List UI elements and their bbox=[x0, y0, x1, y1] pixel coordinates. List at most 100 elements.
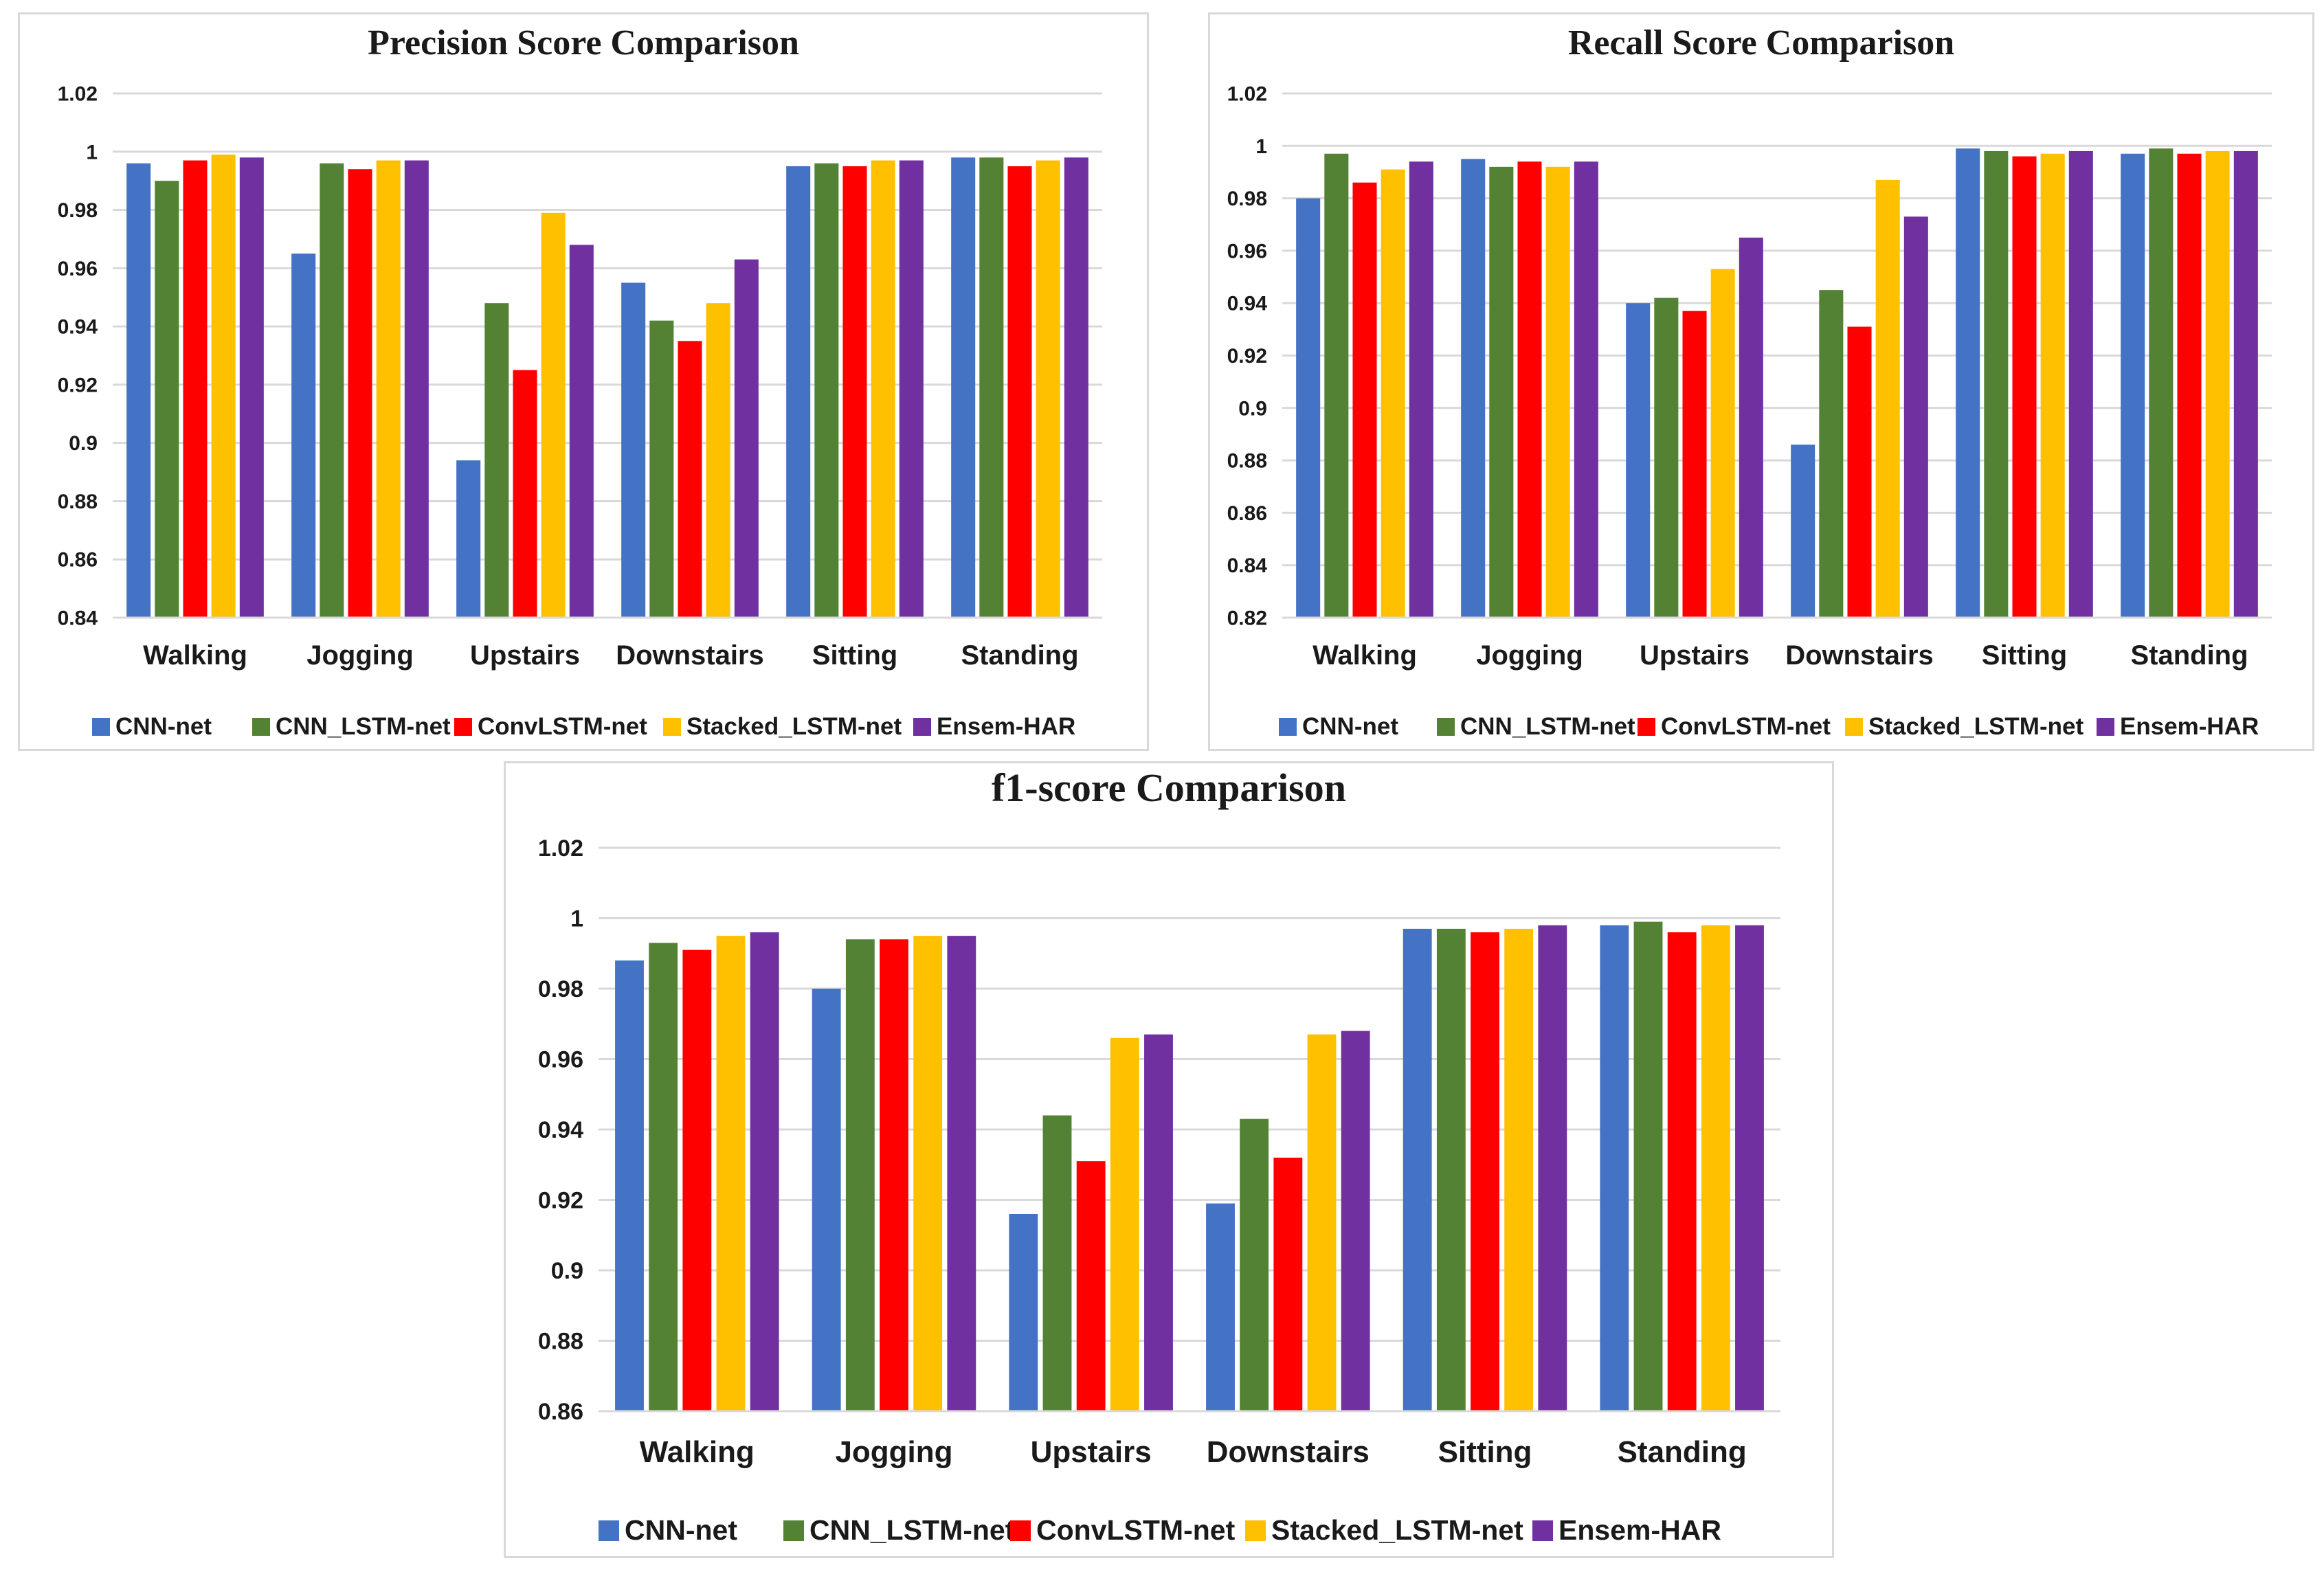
f1-bar-stacked-lstm-net-jogging bbox=[913, 936, 943, 1411]
f1-bar-ensem-har-upstairs bbox=[1144, 1034, 1173, 1411]
recall-legend-label: CNN_LSTM-net bbox=[1460, 713, 1635, 740]
recall-legend-swatch-convlstm-net bbox=[1638, 718, 1655, 736]
precision-bar-stacked-lstm-net-walking bbox=[211, 155, 236, 618]
recall-legend-swatch-ensem-har bbox=[2097, 718, 2114, 736]
f1-legend-swatch-cnn-net bbox=[599, 1520, 619, 1541]
f1-legend-label: Stacked_LSTM-net bbox=[1271, 1514, 1523, 1546]
f1-bar-convlstm-net-walking bbox=[682, 949, 712, 1411]
recall-y-tick-label: 0.88 bbox=[1227, 450, 1267, 473]
precision-category-label: Upstairs bbox=[470, 640, 580, 671]
recall-bar-stacked-lstm-net-sitting bbox=[2040, 153, 2065, 618]
precision-bar-cnn-net-standing bbox=[951, 157, 976, 618]
precision-bar-convlstm-net-sitting bbox=[842, 166, 867, 618]
f1-bar-cnn-net-walking bbox=[615, 960, 644, 1411]
f1-bar-ensem-har-jogging bbox=[947, 936, 976, 1411]
recall-y-tick-label: 1.02 bbox=[1227, 83, 1267, 106]
f1-chart-title: f1-score Comparison bbox=[992, 765, 1346, 810]
precision-bar-stacked-lstm-net-downstairs bbox=[706, 303, 730, 618]
precision-chart: Precision Score Comparison 0.84 0.86 0.88 0.… bbox=[58, 23, 1102, 740]
f1-y-tick-label: 0.86 bbox=[538, 1399, 583, 1425]
f1-bar-convlstm-net-downstairs bbox=[1273, 1158, 1303, 1411]
precision-category-label: Jogging bbox=[306, 640, 414, 671]
precision-bar-cnn-net-sitting bbox=[786, 166, 811, 618]
recall-bar-stacked-lstm-net-standing bbox=[2205, 150, 2230, 618]
f1-legend-swatch-convlstm-net bbox=[1010, 1520, 1031, 1541]
precision-bar-cnn-lstm-net-jogging bbox=[320, 163, 344, 618]
f1-bar-convlstm-net-standing bbox=[1667, 932, 1697, 1411]
recall-bar-cnn-net-walking bbox=[1296, 198, 1321, 618]
recall-bar-ensem-har-standing bbox=[2233, 150, 2258, 618]
precision-y-tick-label: 0.94 bbox=[58, 316, 98, 339]
recall-category-label: Sitting bbox=[1982, 640, 2067, 671]
f1-legend-label: Ensem-HAR bbox=[1558, 1514, 1721, 1546]
recall-category-label: Walking bbox=[1312, 640, 1417, 671]
recall-bar-cnn-lstm-net-sitting bbox=[1984, 150, 2009, 618]
precision-category-label: Downstairs bbox=[616, 640, 764, 671]
recall-bar-ensem-har-downstairs bbox=[1903, 216, 1928, 618]
precision-bar-convlstm-net-jogging bbox=[348, 169, 372, 618]
recall-bar-ensem-har-walking bbox=[1409, 161, 1433, 618]
recall-bar-cnn-net-jogging bbox=[1461, 159, 1486, 618]
f1-bar-cnn-lstm-net-walking bbox=[649, 943, 678, 1411]
f1-chart-panel: f1-score Comparison 0.86 0.88 0.9 0.92 0.94 0.… bbox=[504, 761, 1834, 1558]
recall-category-label: Jogging bbox=[1476, 640, 1583, 671]
f1-bar-cnn-net-jogging bbox=[812, 989, 841, 1411]
precision-legend-label: Ensem-HAR bbox=[937, 713, 1075, 740]
precision-bar-stacked-lstm-net-standing bbox=[1036, 160, 1060, 618]
recall-bar-cnn-net-standing bbox=[2121, 153, 2145, 618]
f1-legend-label: CNN_LSTM-net bbox=[809, 1514, 1015, 1546]
precision-y-tick-label: 0.96 bbox=[58, 258, 98, 280]
precision-y-tick-label: 0.98 bbox=[58, 199, 98, 222]
precision-y-tick-label: 0.86 bbox=[58, 549, 98, 572]
f1-y-tick-label: 0.98 bbox=[538, 976, 583, 1002]
recall-bar-convlstm-net-jogging bbox=[1517, 161, 1542, 618]
precision-chart-title: Precision Score Comparison bbox=[368, 23, 799, 63]
recall-bar-stacked-lstm-net-walking bbox=[1381, 169, 1405, 618]
recall-y-tick-label: 0.82 bbox=[1227, 607, 1267, 630]
precision-bar-convlstm-net-walking bbox=[183, 160, 208, 618]
f1-bar-convlstm-net-upstairs bbox=[1076, 1161, 1106, 1411]
recall-legend-label: ConvLSTM-net bbox=[1661, 713, 1831, 740]
recall-chart-title: Recall Score Comparison bbox=[1568, 23, 1954, 63]
precision-bar-convlstm-net-downstairs bbox=[678, 341, 702, 618]
f1-bar-stacked-lstm-net-upstairs bbox=[1110, 1037, 1139, 1411]
precision-category-label: Standing bbox=[961, 640, 1078, 671]
f1-bar-convlstm-net-sitting bbox=[1471, 932, 1499, 1411]
f1-bar-stacked-lstm-net-standing bbox=[1701, 925, 1730, 1411]
precision-bar-stacked-lstm-net-jogging bbox=[376, 160, 401, 618]
precision-legend-swatch-cnn-lstm-net bbox=[252, 718, 270, 736]
precision-bar-cnn-lstm-net-sitting bbox=[814, 163, 839, 618]
recall-bar-stacked-lstm-net-upstairs bbox=[1710, 269, 1735, 618]
precision-y-tick-label: 0.92 bbox=[58, 374, 98, 396]
recall-bar-cnn-lstm-net-jogging bbox=[1489, 166, 1514, 618]
f1-bar-cnn-net-upstairs bbox=[1009, 1214, 1038, 1411]
f1-bar-stacked-lstm-net-downstairs bbox=[1307, 1034, 1337, 1411]
recall-bar-cnn-lstm-net-upstairs bbox=[1654, 297, 1679, 618]
precision-bar-ensem-har-jogging bbox=[404, 160, 429, 618]
precision-bar-ensem-har-standing bbox=[1064, 157, 1088, 618]
recall-bar-convlstm-net-standing bbox=[2177, 153, 2202, 618]
f1-y-tick-label: 0.9 bbox=[551, 1258, 583, 1284]
f1-legend-swatch-stacked-lstm-net bbox=[1245, 1520, 1266, 1541]
precision-legend-swatch-ensem-har bbox=[913, 718, 931, 736]
precision-category-label: Sitting bbox=[812, 640, 897, 671]
precision-bar-cnn-net-walking bbox=[126, 163, 151, 618]
precision-bar-stacked-lstm-net-sitting bbox=[871, 160, 895, 618]
recall-bar-convlstm-net-sitting bbox=[2012, 156, 2037, 618]
recall-bar-convlstm-net-downstairs bbox=[1847, 326, 1872, 618]
precision-legend-label: ConvLSTM-net bbox=[478, 713, 647, 740]
f1-category-label: Sitting bbox=[1438, 1435, 1532, 1469]
precision-bar-cnn-lstm-net-upstairs bbox=[484, 303, 509, 618]
recall-bar-ensem-har-sitting bbox=[2068, 150, 2093, 618]
recall-category-label: Upstairs bbox=[1640, 640, 1750, 671]
recall-y-tick-label: 0.86 bbox=[1227, 502, 1267, 525]
precision-y-tick-label: 1 bbox=[86, 141, 98, 164]
recall-bar-convlstm-net-upstairs bbox=[1682, 311, 1707, 618]
f1-bar-cnn-lstm-net-jogging bbox=[845, 939, 875, 1411]
recall-legend-swatch-cnn-lstm-net bbox=[1437, 718, 1455, 736]
recall-y-tick-label: 0.94 bbox=[1227, 293, 1268, 315]
precision-category-label: Walking bbox=[143, 640, 247, 671]
f1-y-tick-label: 0.88 bbox=[538, 1328, 583, 1354]
f1-bar-ensem-har-walking bbox=[750, 932, 779, 1411]
f1-category-label: Walking bbox=[640, 1435, 755, 1469]
